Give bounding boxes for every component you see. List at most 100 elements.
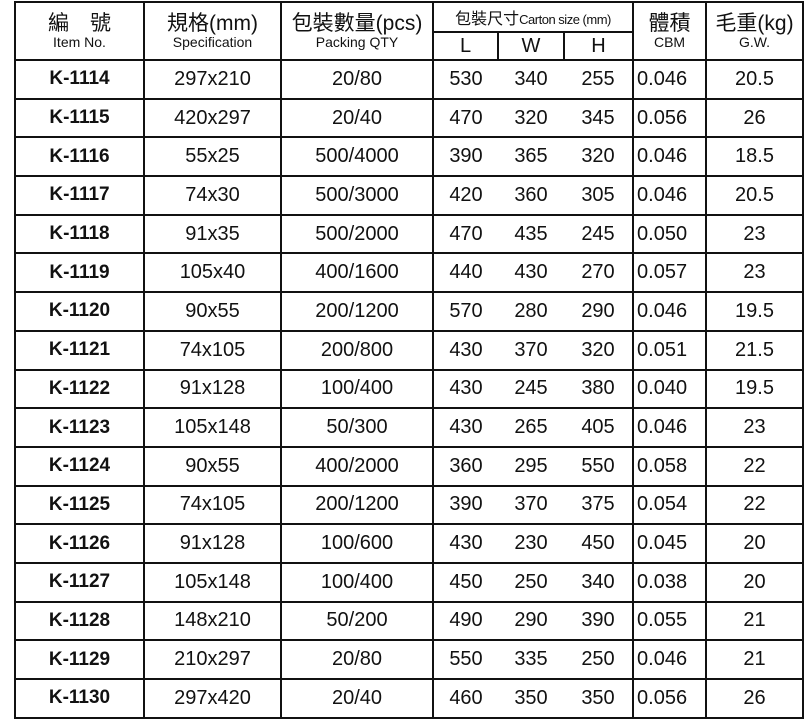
header-zh: 體積 [648, 12, 691, 35]
cell-cbm: 0.056 [632, 678, 708, 719]
table-row: K-1119 105x40 400/1600 440 430 270 0.057 23 [14, 252, 805, 294]
cell-cbm: 0.058 [632, 445, 708, 487]
cell-item: K-1121 [14, 329, 145, 371]
cell-h: 350 [564, 678, 635, 719]
cell-qty: 20/80 [280, 59, 434, 100]
header-en: Packing QTY [315, 34, 399, 50]
cell-h: 320 [564, 329, 635, 371]
cell-gw: 20.5 [705, 175, 805, 216]
cell-w: 295 [498, 445, 564, 487]
cell-item: K-1122 [14, 368, 145, 410]
header-en: CBM [653, 34, 686, 50]
cell-h: 380 [564, 368, 635, 410]
cell-l: 420 [432, 175, 498, 216]
cell-item: K-1117 [14, 175, 145, 216]
cell-w: 340 [498, 59, 564, 100]
cell-l: 450 [432, 561, 498, 603]
cell-qty: 500/3000 [280, 175, 434, 216]
cell-w: 370 [498, 484, 564, 526]
cell-l: 470 [432, 97, 498, 139]
cell-item: K-1116 [14, 136, 145, 178]
cell-cbm: 0.046 [632, 175, 708, 216]
cell-h: 290 [564, 291, 635, 332]
cell-item: K-1129 [14, 639, 145, 680]
cell-h: 255 [564, 59, 635, 100]
cell-cbm: 0.054 [632, 484, 708, 526]
cell-l: 550 [432, 639, 498, 680]
cell-spec: 90x55 [143, 291, 282, 332]
cell-qty: 400/1600 [280, 252, 434, 294]
table-row: K-1128 148x210 50/200 490 290 390 0.055 21 [14, 600, 805, 642]
header-zh: 毛重(kg) [715, 12, 794, 35]
cell-qty: 200/1200 [280, 291, 434, 332]
cell-h: 340 [564, 561, 635, 603]
cell-gw: 21 [705, 639, 805, 680]
cell-gw: 23 [705, 213, 805, 255]
cell-gw: 21 [705, 600, 805, 642]
cell-gw: 23 [705, 252, 805, 294]
cell-h: 375 [564, 484, 635, 526]
cell-spec: 55x25 [143, 136, 282, 178]
cell-w: 435 [498, 213, 564, 255]
cell-qty: 20/80 [280, 639, 434, 680]
cell-l: 460 [432, 678, 498, 719]
cell-qty: 500/2000 [280, 213, 434, 255]
table-body: K-1114 297x210 20/80 530 340 255 0.046 20.5 K-11… [14, 59, 805, 719]
header-gross-weight: 毛重(kg) G.W. [705, 1, 805, 61]
cell-w: 365 [498, 136, 564, 178]
header-en: Specification [172, 34, 253, 50]
table-row: K-1114 297x210 20/80 530 340 255 0.046 20.5 [14, 59, 805, 100]
cell-gw: 19.5 [705, 291, 805, 332]
cell-w: 290 [498, 600, 564, 642]
cell-gw: 22 [705, 484, 805, 526]
cell-item: K-1119 [14, 252, 145, 294]
cell-item: K-1118 [14, 213, 145, 255]
cell-h: 245 [564, 213, 635, 255]
cell-h: 450 [564, 523, 635, 564]
header-zh: 編 號 [48, 12, 111, 35]
cell-l: 570 [432, 291, 498, 332]
cell-cbm: 0.056 [632, 97, 708, 139]
cell-spec: 74x105 [143, 484, 282, 526]
table-row: K-1123 105x148 50/300 430 265 405 0.046 23 [14, 407, 805, 448]
cell-spec: 420x297 [143, 97, 282, 139]
cell-cbm: 0.051 [632, 329, 708, 371]
cell-w: 265 [498, 407, 564, 448]
header-carton-size: 包裝尺寸Carton size (mm) [431, 1, 635, 33]
cell-h: 270 [564, 252, 635, 294]
table-row: K-1126 91x128 100/600 430 230 450 0.045 20 [14, 523, 805, 564]
cell-h: 320 [564, 136, 635, 178]
cell-cbm: 0.045 [632, 523, 708, 564]
header-en: Item No. [53, 34, 106, 50]
cell-qty: 100/400 [280, 561, 434, 603]
header-zh: 規格(mm) [167, 12, 258, 35]
cell-item: K-1128 [14, 600, 145, 642]
cell-spec: 297x420 [143, 678, 282, 719]
cell-spec: 105x40 [143, 252, 282, 294]
cell-gw: 20 [705, 523, 805, 564]
cell-w: 360 [498, 175, 564, 216]
cell-h: 250 [564, 639, 635, 680]
cell-item: K-1125 [14, 484, 145, 526]
cell-w: 335 [498, 639, 564, 680]
cell-gw: 26 [705, 97, 805, 139]
cell-qty: 200/800 [280, 329, 434, 371]
cell-l: 490 [432, 600, 498, 642]
header-en: G.W. [738, 34, 771, 50]
cell-item: K-1127 [14, 561, 145, 603]
header-specification: 規格(mm) Specification [143, 1, 282, 61]
cell-gw: 18.5 [705, 136, 805, 178]
cell-h: 405 [564, 407, 635, 448]
table-row: K-1130 297x420 20/40 460 350 350 0.056 26 [14, 678, 805, 719]
cell-spec: 91x128 [143, 523, 282, 564]
cell-w: 280 [498, 291, 564, 332]
cell-l: 390 [432, 136, 498, 178]
table-row: K-1120 90x55 200/1200 570 280 290 0.046 19.5 [14, 291, 805, 332]
cell-h: 390 [564, 600, 635, 642]
cell-w: 370 [498, 329, 564, 371]
cell-qty: 200/1200 [280, 484, 434, 526]
cell-w: 350 [498, 678, 564, 719]
cell-h: 305 [564, 175, 635, 216]
cell-spec: 148x210 [143, 600, 282, 642]
cell-l: 530 [432, 59, 498, 100]
